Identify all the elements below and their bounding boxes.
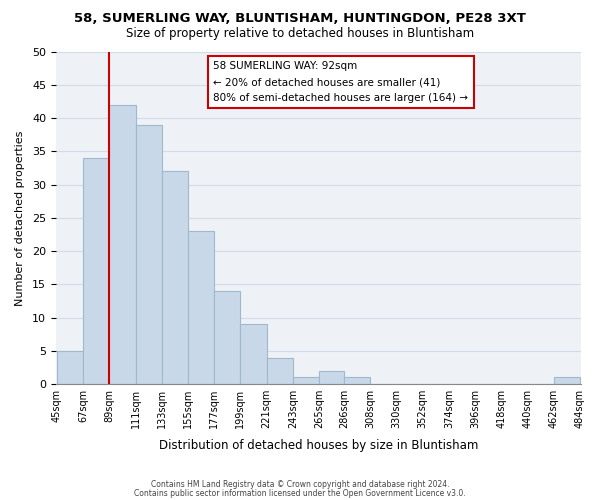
Bar bbox=[57, 351, 83, 384]
Bar bbox=[162, 172, 188, 384]
Bar bbox=[344, 378, 370, 384]
Bar bbox=[188, 231, 214, 384]
Text: Contains public sector information licensed under the Open Government Licence v3: Contains public sector information licen… bbox=[134, 488, 466, 498]
Bar bbox=[109, 104, 136, 384]
Text: Contains HM Land Registry data © Crown copyright and database right 2024.: Contains HM Land Registry data © Crown c… bbox=[151, 480, 449, 489]
Text: 58, SUMERLING WAY, BLUNTISHAM, HUNTINGDON, PE28 3XT: 58, SUMERLING WAY, BLUNTISHAM, HUNTINGDO… bbox=[74, 12, 526, 26]
Bar bbox=[214, 291, 241, 384]
Bar bbox=[136, 124, 162, 384]
Bar bbox=[319, 371, 344, 384]
Bar bbox=[266, 358, 293, 384]
Y-axis label: Number of detached properties: Number of detached properties bbox=[15, 130, 25, 306]
Bar bbox=[83, 158, 109, 384]
Bar bbox=[293, 378, 319, 384]
Bar bbox=[241, 324, 266, 384]
Text: Size of property relative to detached houses in Bluntisham: Size of property relative to detached ho… bbox=[126, 28, 474, 40]
Text: 58 SUMERLING WAY: 92sqm
← 20% of detached houses are smaller (41)
80% of semi-de: 58 SUMERLING WAY: 92sqm ← 20% of detache… bbox=[214, 62, 469, 102]
X-axis label: Distribution of detached houses by size in Bluntisham: Distribution of detached houses by size … bbox=[159, 440, 478, 452]
Bar bbox=[554, 378, 580, 384]
